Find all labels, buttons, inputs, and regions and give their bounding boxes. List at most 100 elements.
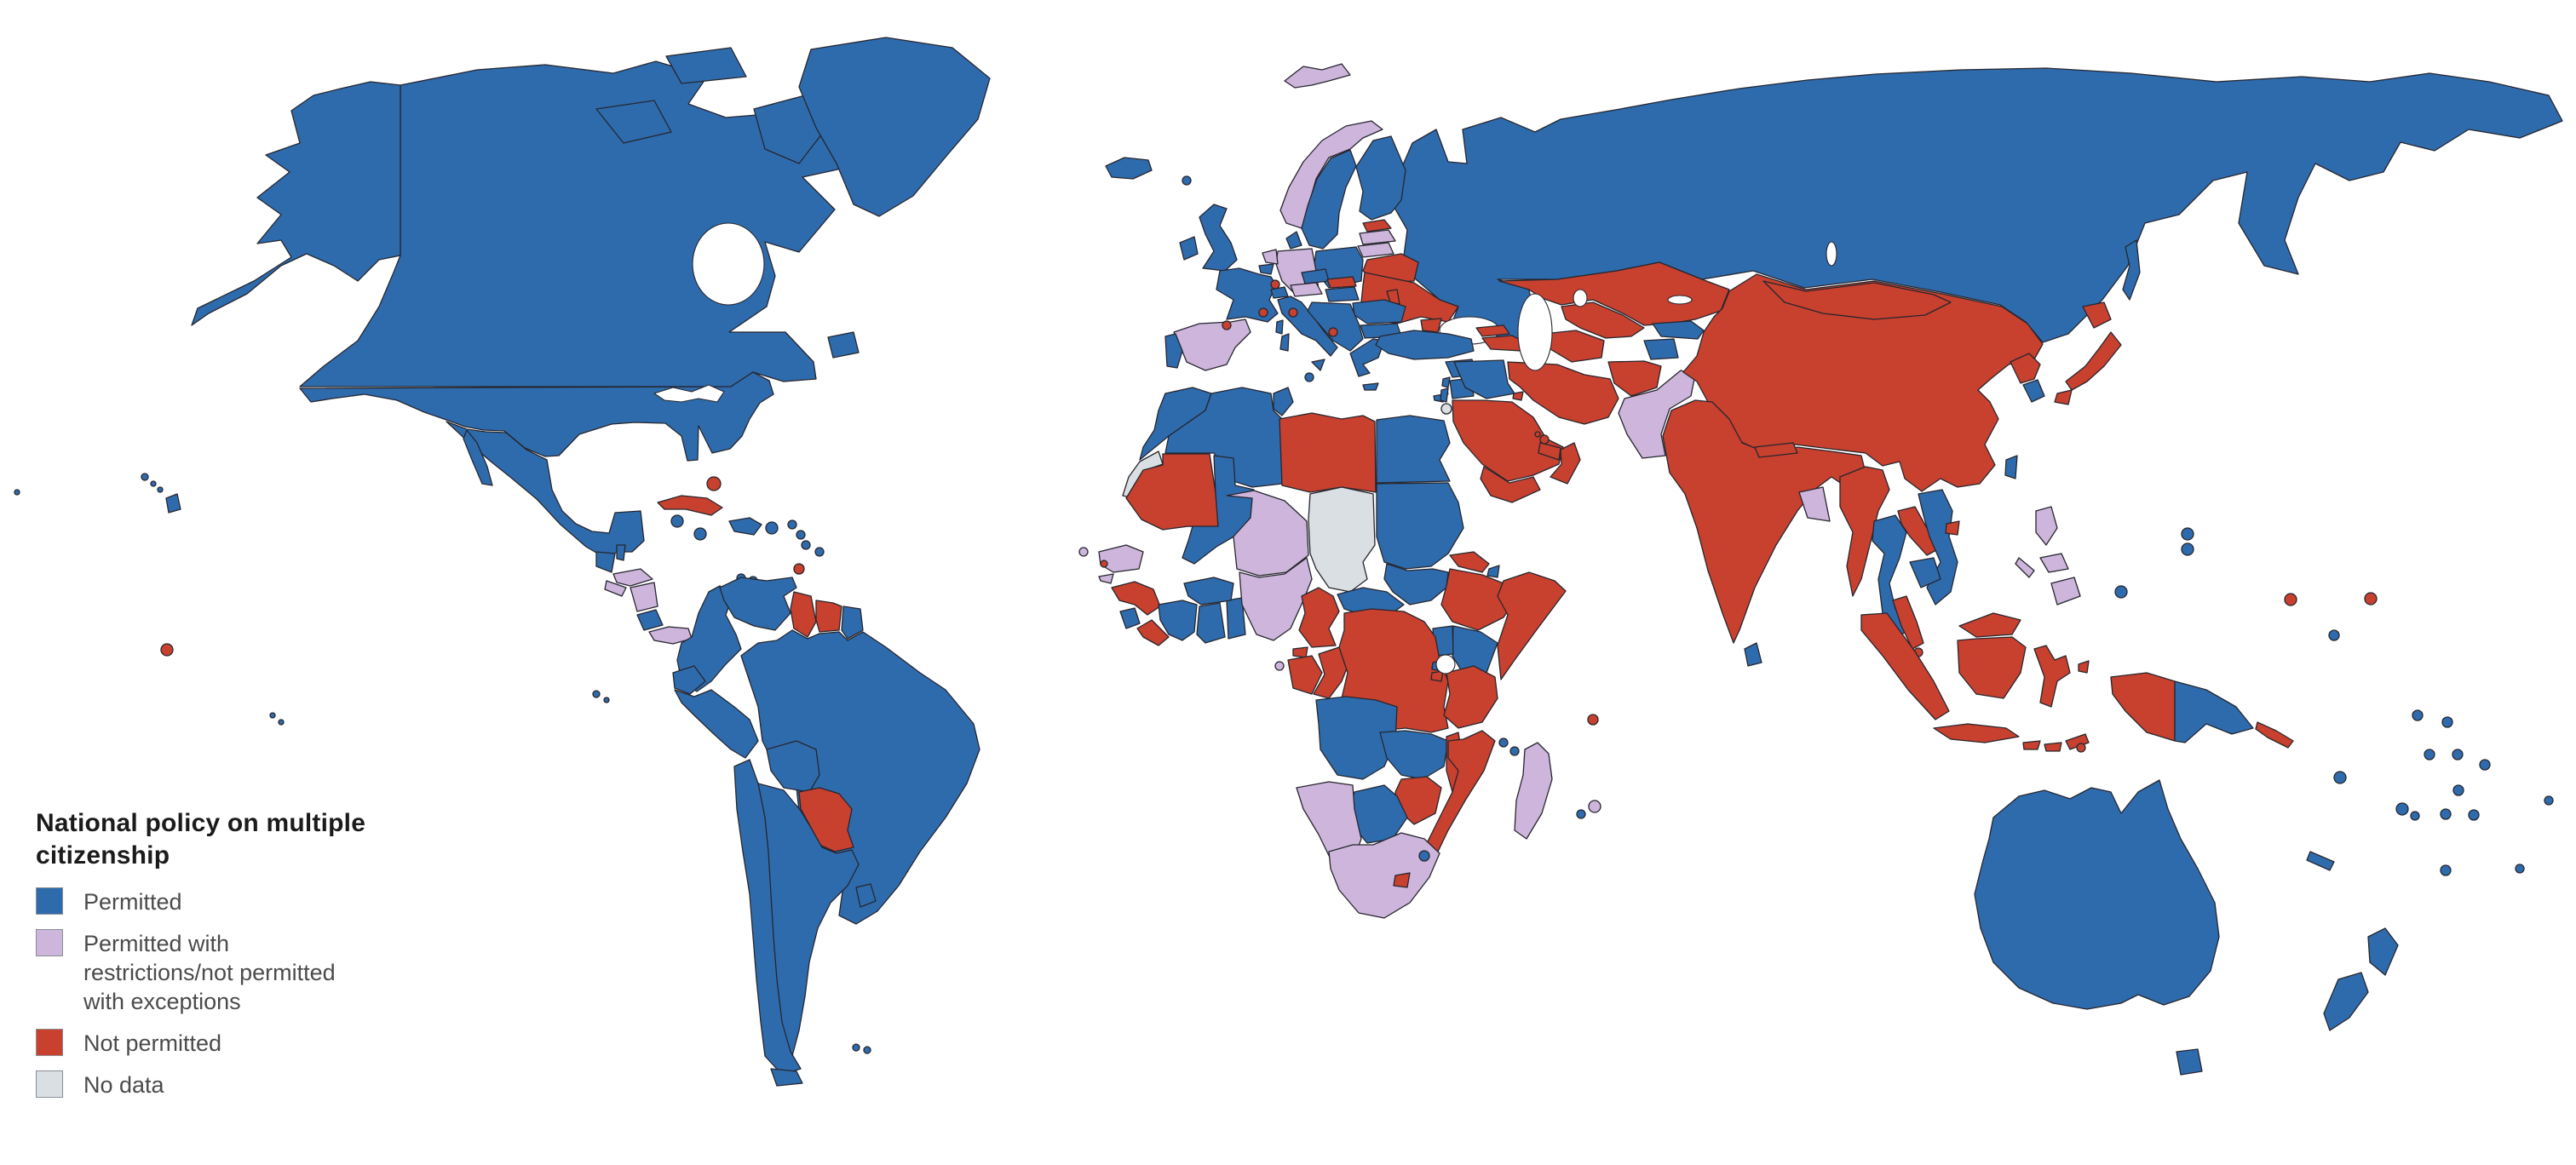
country-ireland[interactable]	[1179, 236, 1199, 261]
country-japan-hokkaido[interactable]	[2082, 301, 2112, 329]
country-mali[interactable]	[1182, 455, 1255, 565]
country-honduras[interactable]	[612, 568, 653, 587]
country-gabon[interactable]	[1287, 655, 1323, 695]
country-canada-ellesmere[interactable]	[665, 47, 747, 84]
country-ecuador[interactable]	[672, 665, 706, 695]
country-malta[interactable]	[1304, 372, 1314, 382]
country-niger[interactable]	[1226, 490, 1309, 577]
country-indonesia-papua[interactable]	[2110, 672, 2176, 742]
country-samoa-1[interactable]	[2412, 709, 2424, 721]
country-turkmenistan[interactable]	[1543, 330, 1605, 363]
country-hungary[interactable]	[1325, 286, 1360, 302]
country-galapagos-2[interactable]	[603, 697, 610, 703]
country-andorra[interactable]	[1222, 320, 1232, 330]
country-south-africa[interactable]	[1328, 832, 1440, 919]
country-switzerland[interactable]	[1270, 286, 1289, 299]
country-venezuela[interactable]	[719, 577, 797, 631]
country-sakhalin[interactable]	[2122, 239, 2141, 301]
country-kuwait[interactable]	[1512, 391, 1524, 401]
country-cuba[interactable]	[657, 495, 723, 516]
country-mauritius[interactable]	[1588, 800, 1601, 813]
country-cape-verde[interactable]	[1078, 547, 1089, 557]
country-corsica[interactable]	[1275, 319, 1284, 335]
country-cayman[interactable]	[693, 527, 707, 541]
country-austria[interactable]	[1290, 282, 1323, 297]
country-uk[interactable]	[1199, 204, 1238, 272]
country-montenegro[interactable]	[1328, 327, 1338, 337]
country-el-salvador[interactable]	[604, 580, 627, 597]
country-jamaica[interactable]	[670, 514, 684, 528]
country-falklands-1[interactable]	[852, 1043, 860, 1052]
country-saudi-arabia[interactable]	[1452, 399, 1564, 482]
country-faroe[interactable]	[1182, 175, 1192, 186]
country-qatar[interactable]	[1539, 434, 1550, 445]
country-sierra-leone[interactable]	[1119, 607, 1141, 629]
country-kiribati-east[interactable]	[2364, 592, 2378, 605]
country-indonesia-sulawesi[interactable]	[2033, 645, 2071, 708]
country-liberia[interactable]	[1136, 619, 1170, 646]
country-greece[interactable]	[1349, 338, 1385, 377]
country-indonesia-sumatra[interactable]	[1860, 612, 1950, 720]
country-micronesia[interactable]	[2181, 542, 2194, 556]
country-lesser-antilles-3[interactable]	[801, 540, 811, 550]
country-japan-kyushu[interactable]	[2054, 389, 2073, 405]
country-uruguay[interactable]	[855, 883, 877, 908]
country-polynesia-5[interactable]	[2468, 809, 2480, 821]
country-barbados[interactable]	[814, 547, 825, 557]
country-france[interactable]	[1216, 267, 1279, 323]
country-bolivia[interactable]	[766, 740, 820, 793]
country-malaysia-borneo[interactable]	[1958, 612, 2021, 638]
country-sardinia[interactable]	[1279, 333, 1290, 352]
country-angola[interactable]	[1315, 696, 1398, 780]
country-morocco[interactable]	[1139, 387, 1212, 461]
country-egypt[interactable]	[1376, 415, 1451, 484]
country-moldova[interactable]	[1386, 289, 1400, 305]
country-hispaniola[interactable]	[728, 517, 762, 536]
country-kiribati-west[interactable]	[160, 643, 174, 657]
country-marquesas-1[interactable]	[269, 712, 276, 719]
country-polynesia-1[interactable]	[2452, 749, 2464, 760]
country-tanzania[interactable]	[1443, 665, 1498, 729]
country-belize[interactable]	[616, 544, 626, 561]
country-senegal[interactable]	[1098, 544, 1144, 573]
country-tajikistan[interactable]	[1643, 338, 1679, 360]
country-sudan[interactable]	[1376, 482, 1464, 570]
country-indonesia-kalimantan[interactable]	[1957, 636, 2027, 699]
country-uae[interactable]	[1538, 442, 1561, 461]
country-malaysia-peninsula[interactable]	[1892, 595, 1924, 650]
country-belgium[interactable]	[1258, 263, 1274, 275]
country-kyrgyzstan[interactable]	[1652, 320, 1705, 340]
country-palau[interactable]	[2114, 585, 2128, 599]
country-cote-divoire[interactable]	[1158, 600, 1198, 641]
country-georgia[interactable]	[1475, 324, 1510, 337]
country-iceland[interactable]	[1105, 157, 1153, 180]
country-philippines-palawan[interactable]	[2015, 557, 2035, 578]
country-reunion[interactable]	[1576, 809, 1586, 819]
country-north-korea[interactable]	[2010, 353, 2041, 384]
country-mongolia[interactable]	[1762, 280, 1952, 320]
country-peru[interactable]	[674, 689, 759, 759]
country-lesotho[interactable]	[1393, 872, 1411, 888]
country-sri-lanka[interactable]	[1744, 642, 1762, 667]
country-nauru[interactable]	[2284, 593, 2297, 606]
country-latvia[interactable]	[1359, 229, 1396, 245]
country-estonia[interactable]	[1362, 219, 1392, 232]
country-timor-leste[interactable]	[2076, 743, 2086, 753]
country-oman[interactable]	[1550, 442, 1581, 485]
country-mozambique[interactable]	[1426, 730, 1496, 852]
country-lesser-antilles-1[interactable]	[787, 519, 797, 530]
country-comoros-1[interactable]	[1498, 737, 1509, 748]
country-marquesas-2[interactable]	[278, 719, 285, 726]
country-slovakia[interactable]	[1326, 276, 1357, 289]
country-palestine[interactable]	[1440, 403, 1452, 415]
country-papua-new-guinea[interactable]	[2174, 680, 2254, 743]
country-crimea[interactable]	[1420, 318, 1442, 333]
country-pakistan[interactable]	[1618, 370, 1696, 459]
country-midway[interactable]	[14, 489, 20, 496]
country-hawaii-3[interactable]	[157, 486, 164, 493]
country-indonesia-java[interactable]	[1933, 723, 2020, 743]
country-madagascar[interactable]	[1514, 742, 1553, 840]
country-portugal[interactable]	[1164, 333, 1183, 369]
country-japan-honshu[interactable]	[2065, 331, 2122, 391]
country-nepal[interactable]	[1754, 442, 1798, 458]
